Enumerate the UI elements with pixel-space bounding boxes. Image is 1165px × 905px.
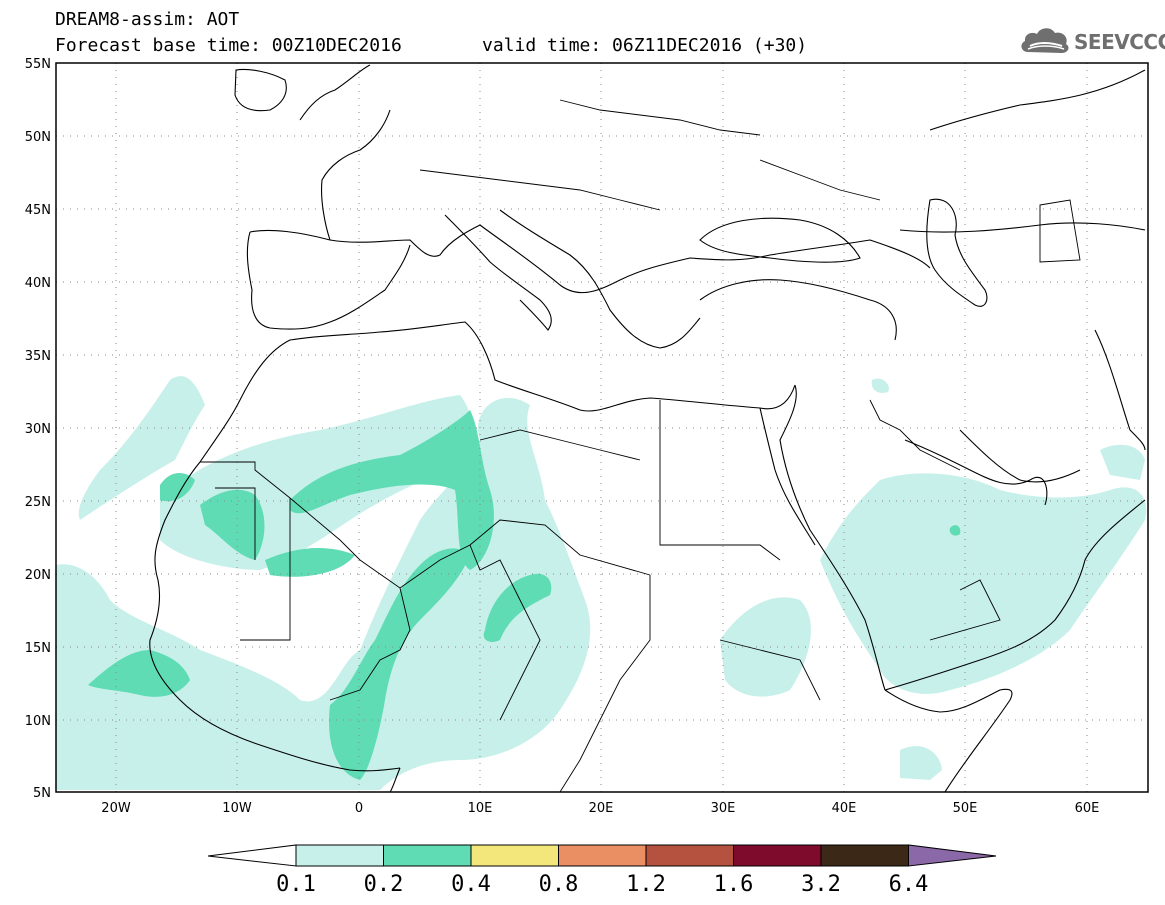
colorbar-label: 0.2 xyxy=(364,872,404,897)
lat-label: 50N xyxy=(25,130,51,145)
lon-label: 60E xyxy=(1075,801,1100,816)
lat-label: 25N xyxy=(25,495,51,510)
lat-label: 20N xyxy=(25,568,51,583)
colorbar-swatch xyxy=(470,844,559,867)
lat-label: 40N xyxy=(25,276,51,291)
colorbar-over-triangle xyxy=(908,844,997,867)
country-borders xyxy=(200,99,1081,793)
seevccc-logo: SEEVCCC xyxy=(1018,22,1165,58)
lon-label: 20W xyxy=(101,801,131,816)
colorbar-under-triangle xyxy=(207,844,297,867)
colorbar-swatch xyxy=(820,844,909,867)
colorbar-label: 6.4 xyxy=(889,872,929,897)
logo-text: SEEVCCC xyxy=(1074,30,1165,54)
lat-label: 45N xyxy=(25,203,51,218)
colorbar-label: 3.2 xyxy=(801,872,841,897)
map-graticule xyxy=(56,63,1148,792)
lon-label: 10W xyxy=(222,801,252,816)
colorbar-swatch xyxy=(383,844,472,867)
colorbar-swatch xyxy=(558,844,647,867)
lon-label: 40E xyxy=(832,801,857,816)
lat-label: 30N xyxy=(25,422,51,437)
lon-label: 50E xyxy=(953,801,978,816)
colorbar-label: 0.8 xyxy=(539,872,579,897)
colorbar-swatch xyxy=(733,844,822,867)
map-frame xyxy=(55,62,1149,793)
lon-label: 0 xyxy=(355,801,363,816)
valid-time: valid time: 06Z11DEC2016 (+30) xyxy=(482,35,808,56)
cloud-icon xyxy=(1021,28,1069,53)
colorbar-label: 1.2 xyxy=(626,872,666,897)
colorbar-label: 1.6 xyxy=(714,872,754,897)
lat-label: 55N xyxy=(25,57,51,72)
aot-shading xyxy=(56,376,1147,790)
lat-label: 10N xyxy=(25,714,51,729)
lon-label: 30E xyxy=(711,801,736,816)
map-title: DREAM8-assim: AOT xyxy=(55,9,240,30)
coastlines xyxy=(149,64,1146,793)
lon-label: 10E xyxy=(468,801,493,816)
lon-axis-labels: 20W 10W 0 10E 20E 30E 40E 50E 60E xyxy=(101,801,1099,816)
colorbar: 0.1 0.2 0.4 0.8 1.2 1.6 3.2 6.4 xyxy=(207,844,997,897)
forecast-base-time: Forecast base time: 00Z10DEC2016 xyxy=(55,35,402,56)
lon-label: 20E xyxy=(589,801,614,816)
lat-label: 5N xyxy=(33,786,51,801)
colorbar-label: 0.1 xyxy=(276,872,316,897)
lat-axis-labels: 55N 50N 45N 40N 35N 30N 25N 20N 15N 10N … xyxy=(25,57,51,801)
lat-label: 15N xyxy=(25,641,51,656)
lat-label: 35N xyxy=(25,349,51,364)
colorbar-swatch xyxy=(295,844,384,867)
colorbar-swatch xyxy=(645,844,734,867)
colorbar-label: 0.4 xyxy=(451,872,491,897)
